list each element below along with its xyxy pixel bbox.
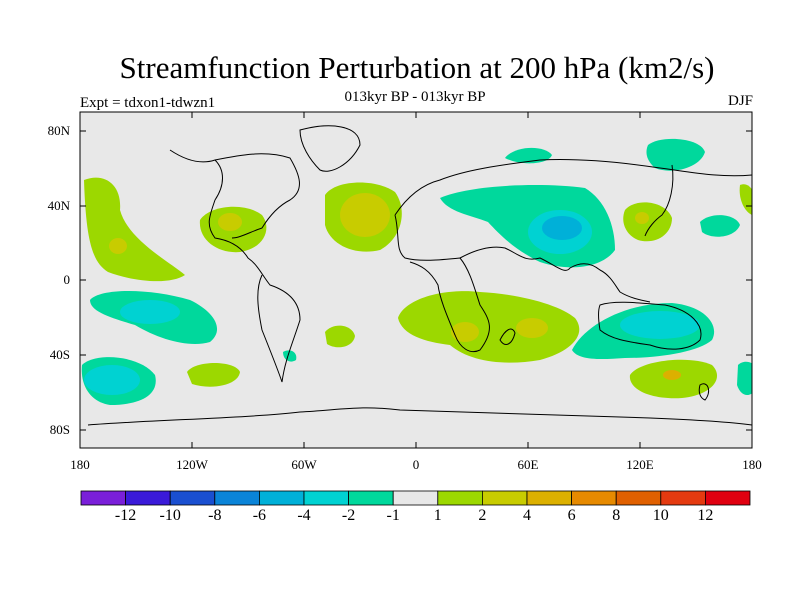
lon-label-180-right: 180 [742,457,762,472]
contour-core-africa-left [451,322,479,342]
coastlines [87,125,752,426]
lon-label-60e: 60E [517,457,539,472]
contour-negative-arctic-small [505,147,552,164]
contour-fields [81,125,752,426]
contour-core-asia-deep [542,216,582,240]
season-label: DJF [727,93,753,109]
lon-label-180-left: 180 [70,457,90,472]
lon-label-60w: 60W [291,457,317,472]
contour-core-australia [620,311,700,339]
colorbar-box [660,490,706,506]
contour-positive-south-atlantic [325,325,355,348]
colorbar-box [437,490,483,506]
lat-label-80s: 80S [49,422,70,437]
experiment-label: Expt = tdxon1-tdwzn1 [80,95,216,111]
colorbar-label: 4 [523,507,531,524]
colorbar-box [571,490,617,506]
lat-label-40n: 40N [47,198,70,213]
lon-label-120w: 120W [176,457,208,472]
lat-label-0: 0 [63,272,71,287]
colorbar-box [125,490,171,506]
lat-label-80n: 80N [47,123,70,138]
colorbar-label: 6 [567,507,576,524]
contour-positive-pacific-north [84,177,185,282]
contour-negative-southeast-edge [737,361,752,395]
axis-ticks [80,112,752,448]
lat-label-40s: 40S [49,347,70,362]
colorbar-label: -10 [159,507,181,524]
colorbar-label: 1 [433,507,442,524]
contour-positive-south-africa [398,291,580,363]
contour-core-na [218,213,242,231]
plot-title: Streamfunction Perturbation at 200 hPa (… [119,50,715,85]
map-background [80,112,752,448]
contour-core-south-pacific-west [84,365,140,395]
colorbar-label: 2 [478,507,487,524]
colorbar-label: -8 [208,507,222,524]
contour-positive-east-edge [739,184,752,215]
colorbar-box [392,490,439,506]
colorbar-label: -2 [341,507,356,524]
colorbar-label: -6 [252,507,267,524]
colorbar-box [258,490,305,506]
colorbar-box [615,490,662,506]
colorbar-box [80,490,126,506]
contour-negative-west-pacific [700,215,740,237]
contour-core-pacific [109,238,127,254]
contour-core-south-pacific [663,370,681,380]
colorbar-box [705,490,751,506]
colorbar-label: -1 [386,507,400,524]
contour-negative-patagonia [283,350,297,362]
colorbar-box [214,490,260,506]
colorbar [80,490,751,506]
contour-core-africa-right [516,318,548,338]
contour-positive-east-asia [623,202,672,242]
colorbar-label: -4 [297,507,311,524]
contour-positive-south-america [187,363,240,387]
lon-label-0: 0 [412,457,420,472]
colorbar-box [169,490,216,506]
colorbar-label: -12 [114,507,137,524]
colorbar-box [348,490,394,506]
colorbar-box [303,490,349,506]
colorbar-label: 8 [612,507,621,524]
plot-subtitle: 013kyr BP - 013kyr BP [344,89,486,105]
contour-core-east-asia [635,212,649,224]
contour-negative-arctic [646,138,705,171]
contour-core-pacific-trop [120,300,180,324]
contour-core-atlantic [340,193,390,237]
colorbar-box [481,490,528,506]
lon-label-120e: 120E [626,457,654,472]
colorbar-label: 10 [652,507,669,524]
colorbar-label: 12 [697,507,714,524]
colorbar-box [526,490,572,506]
